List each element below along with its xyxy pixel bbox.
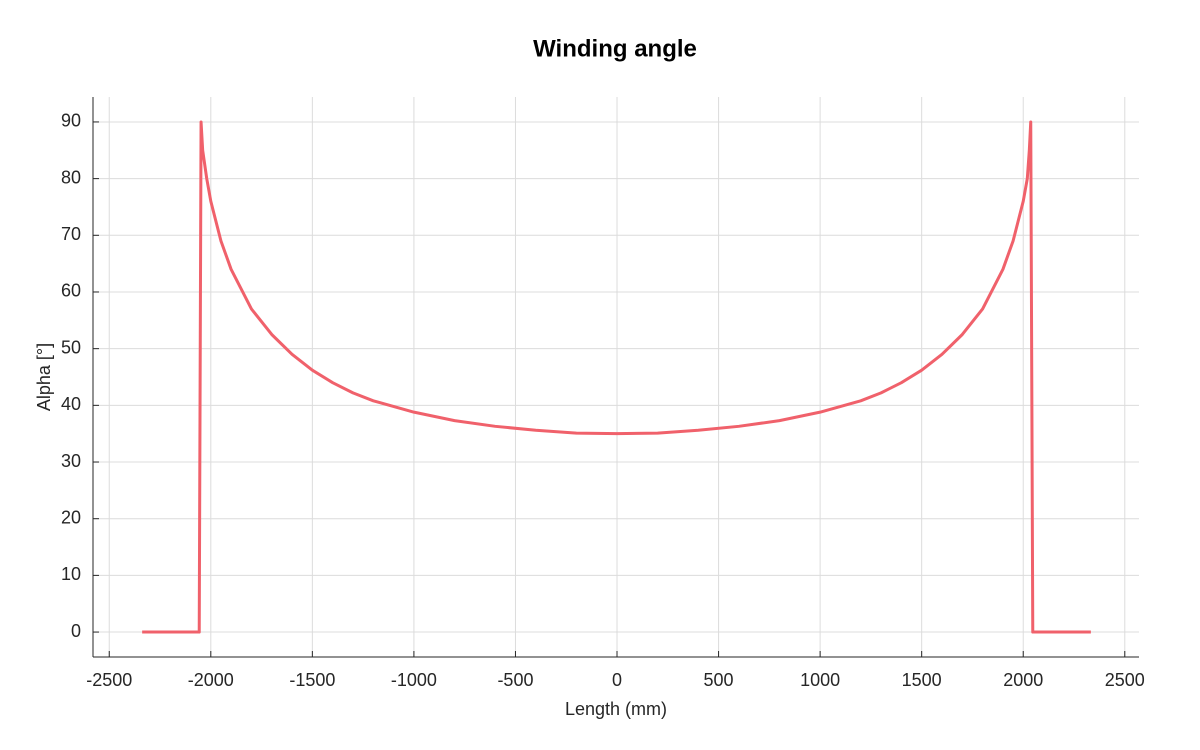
x-tick-label: -2000: [188, 670, 234, 690]
y-axis-label: Alpha [°]: [34, 343, 54, 411]
x-tick-label: 1000: [800, 670, 840, 690]
y-tick-label: 60: [61, 281, 81, 301]
y-tick-label: 10: [61, 564, 81, 584]
y-tick-label: 50: [61, 337, 81, 357]
data-line: [142, 120, 1091, 634]
y-tick-label: 20: [61, 507, 81, 527]
x-tick-label: 2000: [1003, 670, 1043, 690]
chart-title: Winding angle: [533, 35, 697, 62]
x-tick-label: 2500: [1105, 670, 1145, 690]
y-tick-label: 30: [61, 451, 81, 471]
x-axis-label: Length (mm): [565, 699, 667, 719]
y-tick-label: 40: [61, 394, 81, 414]
y-tick-label: 90: [61, 111, 81, 131]
x-tick-label: -500: [497, 670, 533, 690]
y-tick-label: 80: [61, 167, 81, 187]
x-tick-label: -1000: [391, 670, 437, 690]
x-tick-label: -2500: [86, 670, 132, 690]
x-tick-label: -1500: [289, 670, 335, 690]
x-tick-label: 1500: [902, 670, 942, 690]
y-tick-label: 0: [71, 621, 81, 641]
x-tick-label: 500: [704, 670, 734, 690]
y-tick-label: 70: [61, 224, 81, 244]
x-tick-label: 0: [612, 670, 622, 690]
